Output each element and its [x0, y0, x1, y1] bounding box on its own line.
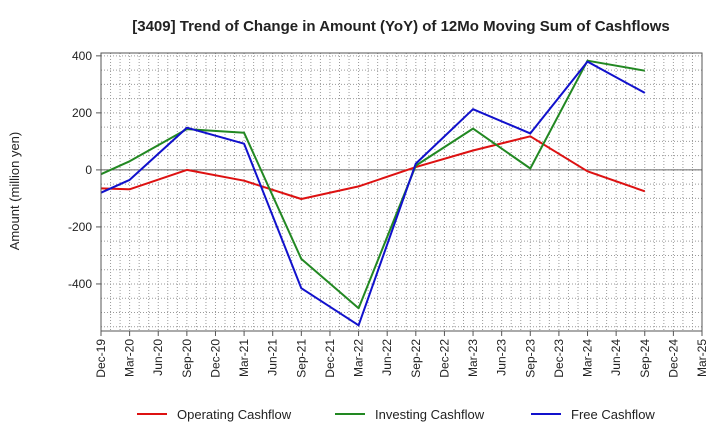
x-tick-label: Dec-22 [437, 339, 451, 378]
free-cashflow-line [100, 60, 646, 327]
legend: Operating Cashflow Investing Cashflow Free… [137, 407, 655, 422]
series-lines [100, 59, 646, 327]
axes: 400 200 0 -200 -400 Dec-19 Mar-20 Jun-20 Sep-20 D… [68, 49, 709, 378]
x-tick-label: Mar-24 [581, 339, 595, 377]
x-tick-label: Jun-20 [151, 339, 165, 376]
chart-title: [3409] Trend of Change in Amount (YoY) o… [132, 18, 670, 35]
y-tick-label: -400 [68, 277, 92, 291]
x-tick-label: Mar-25 [695, 339, 709, 377]
grid [100, 53, 703, 331]
x-tick-label: Mar-22 [352, 339, 366, 377]
x-tick-label: Sep-20 [180, 339, 194, 378]
x-tick-label: Jun-22 [380, 339, 394, 376]
x-tick-label: Dec-24 [666, 339, 680, 378]
x-tick-label: Jun-23 [495, 339, 509, 376]
x-tick-label: Mar-20 [123, 339, 137, 377]
y-tick-label: 0 [85, 163, 92, 177]
legend-label-operating-cashflow: Operating Cashflow [177, 407, 292, 422]
y-axis-label: Amount (million yen) [7, 132, 22, 251]
x-tick-label: Mar-21 [237, 339, 251, 377]
legend-label-investing-cashflow: Investing Cashflow [375, 407, 485, 422]
x-tick-label: Dec-21 [323, 339, 337, 378]
legend-label-free-cashflow: Free Cashflow [571, 407, 655, 422]
investing-cashflow-line [100, 59, 645, 310]
operating-cashflow-line [100, 135, 646, 200]
x-tick-label: Dec-23 [552, 339, 566, 378]
y-tick-label: 400 [72, 49, 92, 63]
x-tick-label: Sep-23 [523, 339, 537, 378]
x-tick-label: Sep-21 [294, 339, 308, 378]
plot-frame [100, 52, 703, 332]
y-tick-label: -200 [68, 220, 92, 234]
x-tick-label: Sep-22 [409, 339, 423, 378]
y-tick-label: 200 [72, 106, 92, 120]
x-tick-label: Jun-24 [609, 339, 623, 376]
x-tick-label: Dec-20 [208, 339, 222, 378]
x-tick-label: Jun-21 [266, 339, 280, 376]
x-tick-label: Sep-24 [638, 339, 652, 378]
x-tick-label: Dec-19 [94, 339, 108, 378]
x-tick-label: Mar-23 [466, 339, 480, 377]
